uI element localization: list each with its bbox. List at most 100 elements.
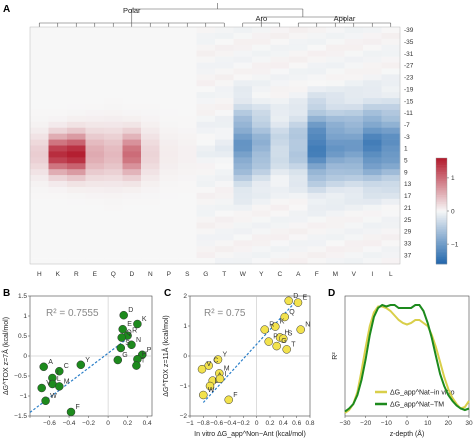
heatmap-cell-M--5 xyxy=(326,127,345,134)
heatmap-cell-A-39 xyxy=(289,258,308,265)
heatmap-cell-M--39 xyxy=(326,27,345,34)
heatmap-cell-F--27 xyxy=(307,62,327,69)
heatmap-cell-S--5 xyxy=(178,127,197,134)
heatmap-cell-K--27 xyxy=(48,62,68,69)
heatmap-cell-K-21 xyxy=(48,204,68,211)
heatmap-cell-K-17 xyxy=(48,192,68,200)
heatmap-cell-P-9 xyxy=(159,169,179,176)
heatmap-cell-T-37 xyxy=(215,252,234,259)
heatmap-cell-A--19 xyxy=(289,86,308,93)
heatmap-cell-P-17 xyxy=(159,192,179,200)
heatmap-cell-E--19 xyxy=(85,86,105,93)
point-Q-b xyxy=(117,333,126,342)
heatmap-cell-H-39 xyxy=(30,258,49,265)
heatmap-cell-G--1 xyxy=(196,139,216,146)
heatmap-cell-E-1 xyxy=(85,145,105,152)
heatmap-cell-R--21 xyxy=(67,80,86,87)
heatmap-cell-Q-3 xyxy=(104,151,123,158)
colorbar-step xyxy=(436,196,447,199)
heatmap-cell-R--17 xyxy=(67,92,86,99)
heatmap-cell-C-19 xyxy=(270,198,290,206)
heatmap-cell-A-27 xyxy=(289,222,308,229)
heatmap-cell-L--39 xyxy=(381,27,401,34)
heatmap-cell-A-17 xyxy=(289,192,308,200)
heatmap-cell-E--31 xyxy=(85,50,105,57)
heatmap-cell-Y--31 xyxy=(252,50,271,57)
heatmap-cell-A-5 xyxy=(289,157,308,164)
heatmap-cell-E-39 xyxy=(85,258,105,265)
heatmap-cell-L-39 xyxy=(381,258,401,265)
heatmap-cell-H-21 xyxy=(30,204,49,211)
heatmap-cell-F--1 xyxy=(307,139,327,146)
heatmap-cell-C-39 xyxy=(270,258,290,265)
heatmap-cell-F--7 xyxy=(307,121,327,129)
heatmap-cell-V--19 xyxy=(344,86,364,93)
x-tick-label-d: 0 xyxy=(405,420,409,427)
heatmap-cell-R-5 xyxy=(67,157,86,164)
heatmap-cell-R-3 xyxy=(67,151,86,158)
point-label-A-b: A xyxy=(48,359,53,366)
heatmap-cell-N-23 xyxy=(141,210,160,217)
heatmap-cell-N-11 xyxy=(141,175,160,182)
point-label-Y-c: Y xyxy=(223,352,228,359)
colorbar-tick-label: 1 xyxy=(451,175,455,182)
heatmap-cell-F--35 xyxy=(307,38,327,46)
y-tick-label-b: −1.5 xyxy=(14,413,27,420)
heatmap-cell-Q-9 xyxy=(104,169,123,176)
heatmap-cell-F-39 xyxy=(307,258,327,265)
heatmap-cell-I-9 xyxy=(363,169,382,176)
heatmap-y-tick--39: -39 xyxy=(404,27,414,34)
x-tick-label-c: −0.2 xyxy=(237,420,250,427)
heatmap-cell-A-15 xyxy=(289,186,308,194)
heatmap-cell-W--37 xyxy=(233,32,253,40)
heatmap-cell-F-29 xyxy=(307,228,327,235)
heatmap-cell-F-37 xyxy=(307,252,327,259)
heatmap-cell-C--15 xyxy=(270,98,290,105)
heatmap-cell-I-35 xyxy=(363,246,382,253)
heatmap-cell-M--1 xyxy=(326,139,345,146)
heatmap-cell-D-15 xyxy=(122,186,142,194)
y-tick-label-b: 1.5 xyxy=(18,293,27,300)
heatmap-cell-G--31 xyxy=(196,50,216,57)
heatmap-cell-P--17 xyxy=(159,92,179,99)
heatmap-cell-L--23 xyxy=(381,74,401,81)
heatmap-cell-G-7 xyxy=(196,163,216,170)
heatmap-cell-R-13 xyxy=(67,181,86,188)
heatmap-cell-P-35 xyxy=(159,246,179,253)
heatmap-cell-G-35 xyxy=(196,246,216,253)
heatmap-cell-A--7 xyxy=(289,121,308,129)
point-label-P-b: P xyxy=(147,347,152,354)
heatmap-cell-W-39 xyxy=(233,258,253,265)
heatmap-cell-K-13 xyxy=(48,181,68,188)
colorbar-tick-label: 0 xyxy=(451,208,455,215)
y-tick-label-b: 1 xyxy=(23,313,27,320)
heatmap-cell-V-27 xyxy=(344,222,364,229)
heatmap-cell-Q-21 xyxy=(104,204,123,211)
series-line-1 xyxy=(344,303,470,413)
heatmap-cell-G-27 xyxy=(196,222,216,229)
heatmap-cell-M-37 xyxy=(326,252,345,259)
heatmap-x-tick-D: D xyxy=(129,271,134,278)
heatmap-cell-P--5 xyxy=(159,127,179,134)
colorbar-step xyxy=(436,218,447,221)
heatmap-cell-P-19 xyxy=(159,198,179,206)
heatmap-cell-T-35 xyxy=(215,246,234,253)
heatmap-cell-C--7 xyxy=(270,121,290,129)
heatmap-cell-H-17 xyxy=(30,192,49,200)
heatmap-cell-W--17 xyxy=(233,92,253,99)
y-tick-label-c: 0 xyxy=(183,353,187,360)
heatmap-cell-I--19 xyxy=(363,86,382,93)
heatmap-cell-C--19 xyxy=(270,86,290,93)
heatmap-cell-C--29 xyxy=(270,56,290,63)
heatmap-cell-C-9 xyxy=(270,169,290,176)
heatmap-cell-A--21 xyxy=(289,80,308,87)
heatmap-cell-W--7 xyxy=(233,121,253,129)
heatmap-cell-G-29 xyxy=(196,228,216,235)
colorbar-step xyxy=(436,170,447,173)
heatmap-cell-V-21 xyxy=(344,204,364,211)
heatmap-cell-W-35 xyxy=(233,246,253,253)
heatmap-cell-T-9 xyxy=(215,169,234,176)
heatmap-cell-H--33 xyxy=(30,44,49,51)
heatmap-cell-E--39 xyxy=(85,27,105,34)
heatmap-cell-K--35 xyxy=(48,38,68,46)
